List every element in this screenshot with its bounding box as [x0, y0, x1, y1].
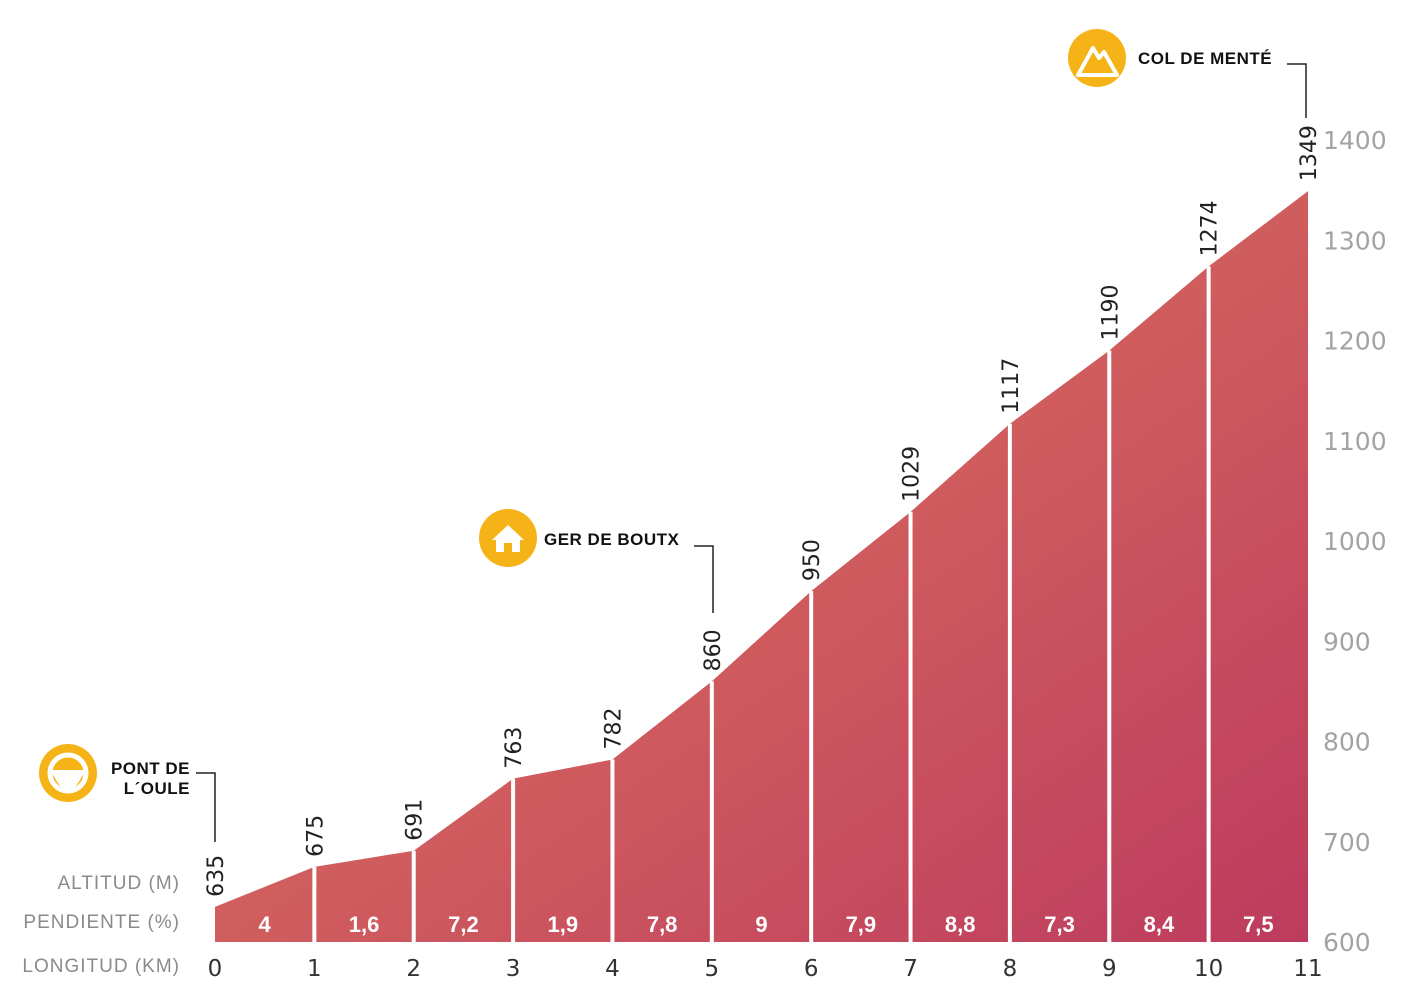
grade-label: 7,9 — [846, 912, 877, 937]
house-icon — [479, 509, 537, 567]
waypoint-leader-line — [196, 772, 216, 842]
y-tick-label: 1300 — [1323, 226, 1387, 255]
grade-label: 7,2 — [448, 912, 479, 937]
y-tick-label: 1000 — [1323, 527, 1387, 556]
profile-area — [215, 191, 1308, 942]
y-tick-label: 900 — [1323, 627, 1371, 656]
y-tick-label: 1200 — [1323, 327, 1387, 356]
mountain-icon — [1068, 29, 1126, 87]
x-tick-label: 1 — [307, 956, 322, 982]
waypoint-start-name-line-1: PONT DE — [111, 759, 190, 778]
x-tick-label: 11 — [1293, 956, 1322, 982]
x-tick-label: 3 — [506, 956, 521, 982]
waypoint-start-name-line-2: L´OULE — [124, 779, 190, 798]
waypoint-leader-line — [1287, 63, 1307, 118]
altitude-label: 763 — [502, 727, 527, 769]
y-tick-label: 600 — [1323, 928, 1371, 957]
altitude-label: 782 — [601, 708, 626, 750]
grade-label: 9 — [755, 912, 767, 937]
altitude-label: 1029 — [900, 446, 925, 502]
y-tick-label: 800 — [1323, 728, 1371, 757]
waypoint-mid: GER DE BOUTX — [479, 509, 680, 567]
grade-label: 7,5 — [1243, 912, 1274, 937]
waypoint-leader-line — [694, 545, 714, 613]
altitude-label: 635 — [204, 855, 229, 897]
x-tick-label: 9 — [1102, 956, 1117, 982]
x-axis: 0 1 2 3 4 5 6 7 8 9 10 11 — [208, 956, 1323, 982]
distance-row-label: LONGITUD (KM) — [22, 956, 180, 977]
waypoint-end-name: COL DE MENTÉ — [1138, 49, 1272, 68]
y-tick-label: 1100 — [1323, 427, 1387, 456]
x-tick-label: 7 — [903, 956, 918, 982]
steering-wheel-icon — [39, 744, 97, 802]
y-axis: 600 700 800 900 1000 1100 1200 1300 1400 — [1323, 126, 1387, 957]
altitude-label: 675 — [303, 815, 328, 857]
grade-label: 8,4 — [1144, 912, 1175, 937]
x-tick-label: 6 — [804, 956, 819, 982]
grade-label: 7,3 — [1044, 912, 1075, 937]
waypoint-mid-name: GER DE BOUTX — [544, 530, 680, 549]
grade-label: 7,8 — [647, 912, 678, 937]
altitude-label: 1190 — [1098, 285, 1123, 341]
y-tick-label: 700 — [1323, 828, 1371, 857]
x-tick-label: 10 — [1194, 956, 1223, 982]
x-tick-label: 0 — [208, 956, 223, 982]
altitude-label: 1274 — [1198, 200, 1223, 256]
waypoint-start: PONT DE L´OULE — [39, 744, 190, 802]
altitude-label: 1117 — [999, 358, 1024, 414]
grade-row-label: PENDIENTE (%) — [23, 912, 180, 933]
x-tick-label: 2 — [406, 956, 421, 982]
altitude-label: 860 — [701, 629, 726, 671]
x-tick-label: 5 — [704, 956, 719, 982]
altitude-label: 691 — [403, 799, 428, 841]
altitude-label: 950 — [800, 539, 825, 581]
x-tick-label: 8 — [1003, 956, 1018, 982]
grade-label: 8,8 — [945, 912, 976, 937]
grade-label: 1,6 — [349, 912, 380, 937]
grade-label: 1,9 — [547, 912, 578, 937]
waypoint-end: COL DE MENTÉ — [1068, 29, 1272, 87]
x-tick-label: 4 — [605, 956, 620, 982]
altitude-label: 1349 — [1297, 125, 1322, 181]
y-tick-label: 1400 — [1323, 126, 1387, 155]
grade-label: 4 — [259, 912, 272, 937]
altitude-row-label: ALTITUD (M) — [57, 873, 180, 894]
